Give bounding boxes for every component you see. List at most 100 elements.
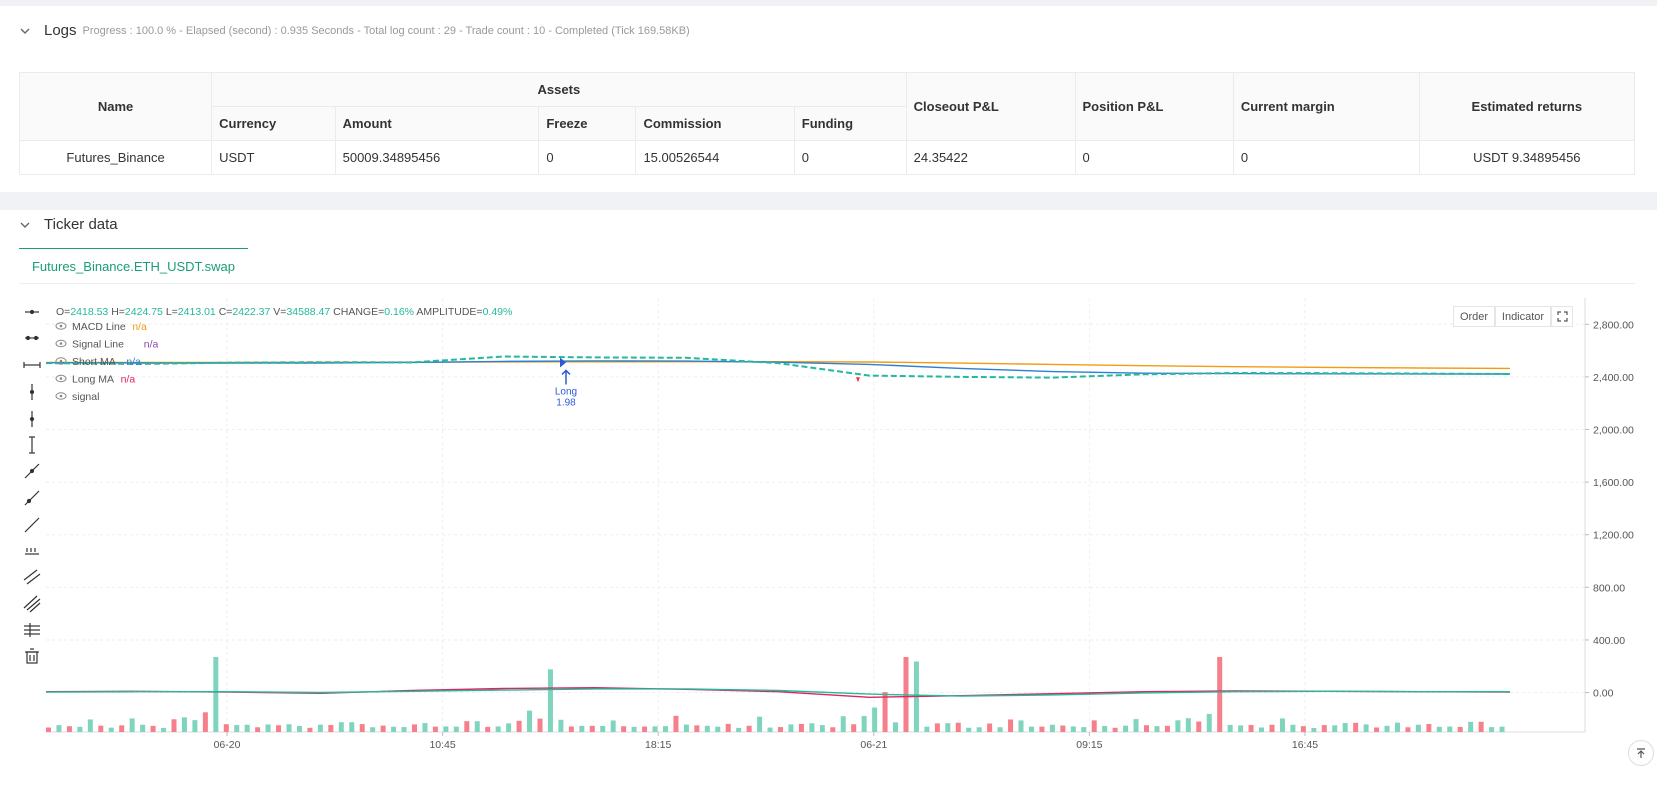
volume-bar xyxy=(317,724,323,732)
horizontal-line-tool-icon[interactable] xyxy=(25,309,39,315)
legend-label: Signal Line xyxy=(72,339,124,351)
extended-line-tool-icon[interactable] xyxy=(23,362,41,368)
x-tick-label: 18:15 xyxy=(645,739,671,751)
header-freeze: Freeze xyxy=(538,106,637,141)
volume-bar xyxy=(46,727,51,732)
volume-bar xyxy=(422,723,428,732)
volume-bar xyxy=(1039,726,1045,732)
volume-bar xyxy=(1206,713,1212,732)
volume-bar xyxy=(1353,722,1359,732)
cell-freeze: 0 xyxy=(538,140,637,175)
ticker-title: Ticker data xyxy=(44,216,118,233)
volume-bar xyxy=(1217,657,1223,732)
price-range-tool-icon[interactable] xyxy=(25,548,39,555)
header-returns: Estimated returns xyxy=(1418,72,1636,141)
ticker-header[interactable]: Ticker data xyxy=(18,216,118,233)
volume-bar xyxy=(527,710,533,732)
volume-bar xyxy=(861,716,867,732)
volume-bar xyxy=(662,726,668,732)
eye-outline xyxy=(55,357,67,365)
volume-bar xyxy=(286,724,292,732)
volume-bar xyxy=(171,719,177,732)
volume-bar xyxy=(1405,727,1411,732)
tab-eth-usdt-swap[interactable]: Futures_Binance.ETH_USDT.swap xyxy=(19,248,248,284)
parallel-channel-tool-icon[interactable] xyxy=(23,569,41,585)
volume-bar xyxy=(1070,726,1076,732)
volume-bar xyxy=(401,727,407,732)
fib-retracement-tool-icon[interactable] xyxy=(24,623,40,637)
volume-bar xyxy=(140,724,146,732)
volume-bar xyxy=(1342,723,1348,732)
chart-area xyxy=(46,298,1586,732)
volume-bar xyxy=(464,721,470,732)
y-axis-ticks: 2,800.00 2,400.00 2,000.00 1,600.00 1,200.00… xyxy=(1585,319,1634,700)
scroll-to-top-button[interactable] xyxy=(1628,740,1654,766)
logs-header[interactable]: Logs Progress : 100.0 % - Elapsed (secon… xyxy=(18,22,690,39)
volume-bar xyxy=(694,725,700,732)
eye-outline xyxy=(55,392,67,400)
x-tick-label: 09:15 xyxy=(1076,739,1102,751)
vertical-ray-tool-icon[interactable] xyxy=(29,411,35,427)
y-tick-label: 400.00 xyxy=(1593,635,1625,647)
volume-bar xyxy=(1008,719,1014,732)
volume-bar xyxy=(1478,721,1484,732)
volume-bar xyxy=(1154,726,1160,732)
arrow-up-icon xyxy=(1637,748,1645,758)
volume-bar xyxy=(1384,725,1390,732)
volume-bar xyxy=(66,726,72,732)
volume-bar xyxy=(506,723,512,732)
volume-bar xyxy=(1321,725,1327,732)
header-closeout: Closeout P&L xyxy=(905,72,1076,141)
table-row: Futures_Binance USDT 50009.34895456 0 15… xyxy=(18,140,1636,175)
ray-tool-icon[interactable] xyxy=(24,490,40,506)
volume-bar xyxy=(1227,724,1233,732)
volume-bar xyxy=(276,725,282,732)
volume-bar xyxy=(244,724,250,732)
vertical-line-tool-icon[interactable] xyxy=(29,384,35,400)
cell-commission: 15.00526544 xyxy=(635,140,795,175)
volume-bar xyxy=(1300,726,1306,732)
y-tick-label: 800.00 xyxy=(1593,582,1625,594)
volume-bar xyxy=(966,727,972,732)
volume-bar xyxy=(1196,721,1202,732)
volume-bar xyxy=(767,727,773,732)
indicator-button[interactable]: Indicator xyxy=(1495,306,1551,327)
volume-bar xyxy=(893,722,899,732)
header-margin: Current margin xyxy=(1232,72,1420,141)
chevron-down-icon[interactable] xyxy=(18,218,32,232)
volume-bar xyxy=(642,726,648,732)
volume-bar xyxy=(924,726,930,732)
segment-tool-icon[interactable] xyxy=(24,517,40,533)
volume-bar xyxy=(161,727,167,732)
legend-label: Long MA xyxy=(72,374,114,386)
long-marker-value: 1.98 xyxy=(556,397,576,408)
horizontal-ray-tool-icon[interactable] xyxy=(25,335,39,341)
fullscreen-button[interactable] xyxy=(1551,306,1573,327)
header-name: Name xyxy=(18,72,213,141)
fullscreen-icon xyxy=(1556,311,1568,322)
chevron-down-icon[interactable] xyxy=(18,24,32,38)
volume-bar xyxy=(997,727,1003,732)
volume-bar xyxy=(1269,724,1275,732)
trend-line-tool-icon[interactable] xyxy=(24,463,40,479)
eye-outline xyxy=(55,339,67,348)
pitchfork-tool-icon[interactable] xyxy=(23,595,41,613)
trash-icon[interactable] xyxy=(25,648,39,664)
volume-bar xyxy=(610,720,616,732)
cell-funding: 0 xyxy=(793,140,907,175)
volume-bar xyxy=(516,720,522,732)
volume-bar xyxy=(1436,726,1442,732)
price-chart[interactable]: 2,800.00 2,400.00 2,000.00 1,600.00 1,200.00… xyxy=(0,290,1657,806)
order-button[interactable]: Order xyxy=(1453,306,1495,327)
ohlc-readout: O=2418.53 H=2424.75 L=2413.01 C=2422.37 … xyxy=(56,306,512,318)
eye-outline xyxy=(55,374,67,383)
volume-bar xyxy=(192,720,198,732)
cell-currency: USDT xyxy=(211,140,336,175)
volume-bar xyxy=(1049,724,1055,732)
vertical-segment-tool-icon[interactable] xyxy=(29,436,35,454)
volume-bar xyxy=(1248,725,1254,732)
y-tick-label: 0.00 xyxy=(1593,688,1614,700)
volume-bar xyxy=(579,725,585,732)
